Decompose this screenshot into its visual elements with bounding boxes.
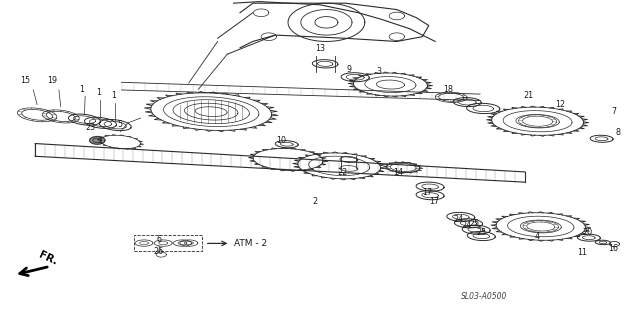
Polygon shape bbox=[90, 137, 105, 144]
Text: ATM - 2: ATM - 2 bbox=[234, 239, 267, 248]
Text: 3: 3 bbox=[376, 67, 381, 76]
Text: 25: 25 bbox=[470, 219, 480, 228]
Text: 22: 22 bbox=[337, 168, 348, 177]
Text: 25: 25 bbox=[476, 228, 486, 237]
Text: 10: 10 bbox=[276, 137, 287, 145]
Text: 24: 24 bbox=[461, 221, 472, 230]
Text: 18: 18 bbox=[443, 85, 453, 94]
Text: SL03-A0500: SL03-A0500 bbox=[461, 292, 507, 300]
Text: 1: 1 bbox=[79, 85, 84, 94]
Text: 11: 11 bbox=[577, 248, 588, 257]
Text: 6: 6 bbox=[156, 235, 161, 244]
Text: 20: 20 bbox=[582, 228, 593, 237]
Text: 5: 5 bbox=[118, 120, 123, 129]
Text: 1: 1 bbox=[111, 91, 116, 100]
Text: FR.: FR. bbox=[37, 250, 59, 267]
Bar bbox=[134, 235, 202, 251]
Text: 23: 23 bbox=[86, 123, 96, 132]
Text: 16: 16 bbox=[608, 244, 618, 253]
Text: 17: 17 bbox=[422, 188, 433, 197]
Text: 21: 21 bbox=[523, 91, 533, 100]
Text: 1: 1 bbox=[96, 88, 101, 97]
Text: 7: 7 bbox=[612, 107, 617, 116]
Text: 13: 13 bbox=[315, 44, 325, 53]
Text: 19: 19 bbox=[47, 76, 58, 85]
Text: 15: 15 bbox=[20, 76, 31, 85]
Text: 12: 12 bbox=[555, 100, 565, 109]
Text: 4: 4 bbox=[535, 232, 540, 241]
Text: 26: 26 bbox=[154, 247, 164, 256]
Text: 17: 17 bbox=[429, 197, 439, 206]
Text: 2: 2 bbox=[312, 197, 317, 206]
Text: 24: 24 bbox=[453, 215, 463, 224]
Text: 9: 9 bbox=[346, 65, 351, 74]
Text: 8: 8 bbox=[615, 128, 620, 137]
Text: 14: 14 bbox=[393, 168, 403, 177]
